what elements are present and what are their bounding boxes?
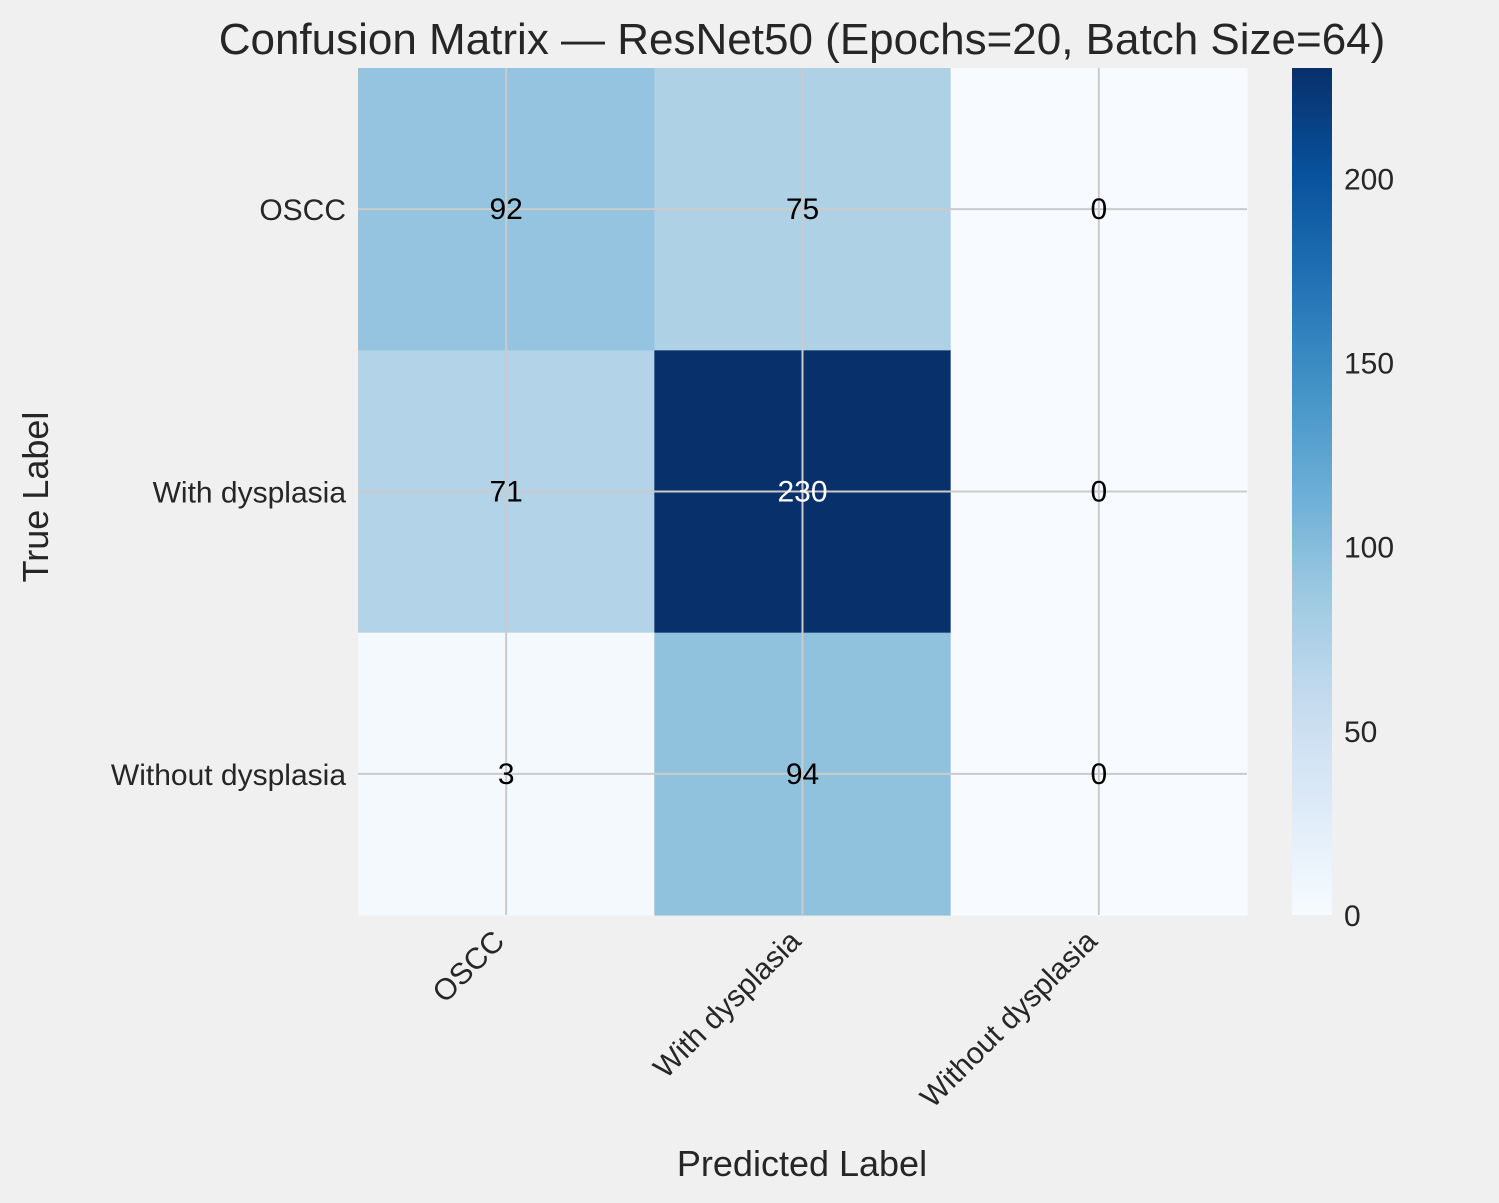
colorbar-tick-label: 200 — [1344, 163, 1394, 196]
colorbar-tick-label: 0 — [1344, 900, 1361, 933]
colorbar-tick-label: 100 — [1344, 532, 1394, 565]
y-tick-label: Without dysplasia — [111, 759, 346, 792]
cell-value-label: 0 — [1090, 476, 1107, 509]
y-axis-label: True Label — [15, 412, 56, 583]
cell-value-label: 71 — [489, 476, 522, 509]
y-tick-label: With dysplasia — [153, 477, 347, 510]
cell-value-label: 3 — [498, 758, 515, 791]
chart-title: Confusion Matrix — ResNet50 (Epochs=20, … — [219, 15, 1386, 64]
cell-value-label: 230 — [777, 476, 827, 509]
cell-value-label: 75 — [786, 193, 819, 226]
colorbar-tick-label: 50 — [1344, 716, 1377, 749]
y-tick-labels: OSCC With dysplasia Without dysplasia — [111, 194, 346, 792]
y-tick-label: OSCC — [259, 194, 346, 227]
cell-value-label: 0 — [1090, 758, 1107, 791]
gridlines — [358, 68, 1247, 915]
x-axis-label: Predicted Label — [677, 1143, 927, 1184]
colorbar-tick-label: 150 — [1344, 348, 1394, 381]
cell-value-label: 94 — [786, 758, 819, 791]
cell-value-label: 92 — [489, 193, 522, 226]
colorbar-ticks: 0 50 100 150 200 — [1344, 163, 1394, 933]
cell-value-label: 0 — [1090, 193, 1107, 226]
colorbar — [1292, 68, 1332, 915]
cell-value-labels: 92 75 0 71 230 0 3 94 0 — [489, 193, 1107, 791]
